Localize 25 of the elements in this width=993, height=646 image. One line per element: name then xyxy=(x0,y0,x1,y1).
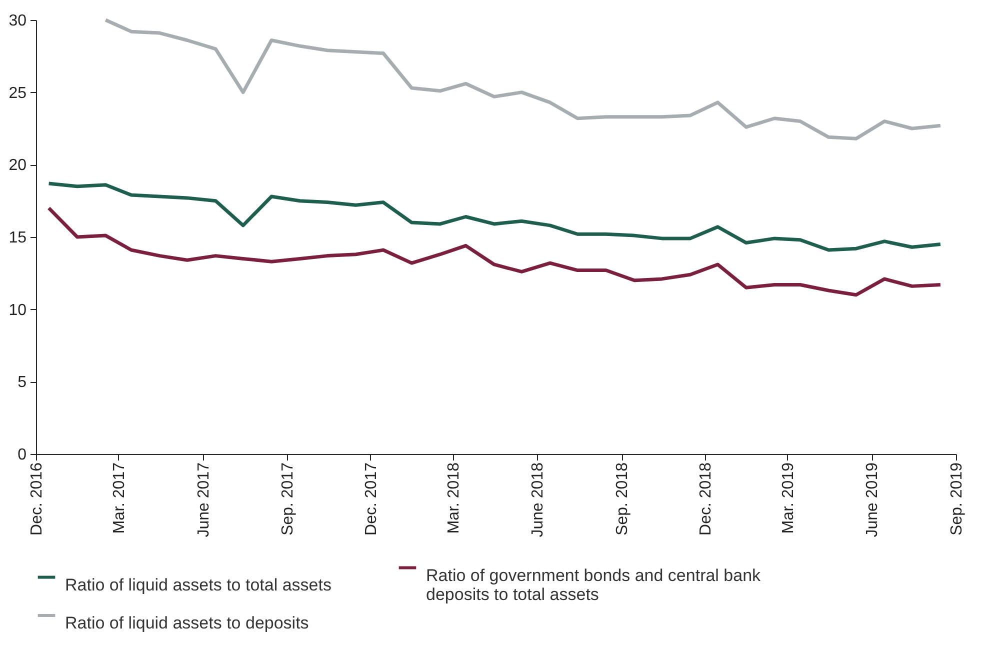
x-tick-label: June 2017 xyxy=(195,462,212,538)
x-tick-label: Mar. 2017 xyxy=(110,462,128,534)
y-tick-label: 25 xyxy=(8,84,27,102)
x-tick-label: Sep. 2018 xyxy=(614,462,632,536)
x-tick-label: Sep. 2019 xyxy=(948,462,966,536)
line-series xyxy=(104,18,942,140)
x-tick-label: Mar. 2018 xyxy=(445,462,462,534)
y-tick-label: 10 xyxy=(8,302,27,319)
x-tick-label: Dec. 2017 xyxy=(362,462,380,536)
x-tick-label: Mar. 2019 xyxy=(780,462,797,534)
legend-label: Ratio of government bonds and central bank deposits to total assets xyxy=(426,566,762,604)
legend-label: Ratio of liquid assets to deposits xyxy=(65,614,309,632)
y-tick-label: 5 xyxy=(18,374,27,392)
x-tick-label: June 2018 xyxy=(530,462,547,538)
y-tick-label: 0 xyxy=(18,446,27,464)
x-tick-label: Dec. 2016 xyxy=(28,462,46,536)
y-tick-label: 15 xyxy=(8,230,27,246)
y-tick-label: 30 xyxy=(8,12,27,30)
y-tick-label: 20 xyxy=(8,157,27,174)
x-tick-label: June 2019 xyxy=(864,462,882,538)
legend-label: Ratio of liquid assets to total assets xyxy=(65,575,332,594)
x-tick-label: Sep. 2017 xyxy=(280,462,297,536)
x-tick-label: Dec. 2018 xyxy=(697,462,714,536)
line-series xyxy=(47,206,942,297)
line-series xyxy=(47,182,942,252)
